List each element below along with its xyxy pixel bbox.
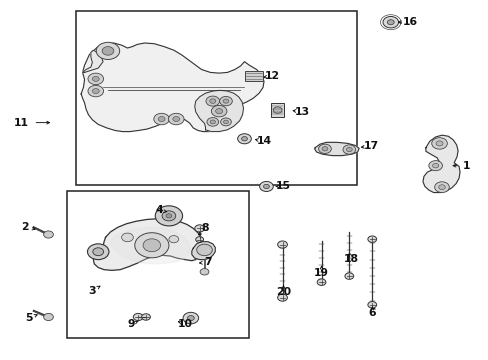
Circle shape [435,141,442,146]
Circle shape [428,161,442,171]
Polygon shape [82,50,103,72]
Text: 19: 19 [313,267,328,278]
Circle shape [155,206,182,226]
Circle shape [263,184,269,189]
Circle shape [342,145,355,154]
Text: 5: 5 [25,313,33,323]
Circle shape [88,85,103,97]
Text: 14: 14 [256,136,271,146]
Circle shape [367,302,376,308]
Text: 2: 2 [21,222,29,231]
Circle shape [142,314,150,320]
Circle shape [135,233,168,258]
Circle shape [92,89,99,94]
Circle shape [223,99,228,103]
Circle shape [237,134,251,144]
Circle shape [210,120,215,124]
Text: 10: 10 [177,319,192,329]
Text: 18: 18 [344,254,359,264]
Circle shape [434,182,448,193]
Circle shape [194,225,204,232]
Circle shape [200,269,208,275]
Polygon shape [314,142,358,156]
Circle shape [241,136,247,141]
Circle shape [382,17,398,28]
Circle shape [172,117,179,122]
Circle shape [162,211,175,221]
Circle shape [438,185,445,190]
Circle shape [220,118,231,126]
Polygon shape [194,90,243,132]
Text: 9: 9 [127,319,135,329]
Text: 1: 1 [462,161,469,171]
Text: 12: 12 [264,71,280,81]
Polygon shape [110,227,189,264]
Text: 7: 7 [203,257,211,267]
Circle shape [168,113,183,125]
Circle shape [195,237,203,242]
Circle shape [92,76,99,81]
Text: 4: 4 [155,206,163,216]
Circle shape [96,42,120,59]
Circle shape [211,105,226,117]
Circle shape [165,214,171,218]
Circle shape [322,147,327,151]
Circle shape [367,236,376,242]
Bar [270,103,284,117]
Polygon shape [93,219,203,270]
Circle shape [346,147,351,152]
Circle shape [259,181,273,192]
Circle shape [88,73,103,85]
Circle shape [344,273,353,279]
Circle shape [143,239,160,252]
Text: 15: 15 [275,181,290,192]
Circle shape [318,144,330,153]
Text: 16: 16 [402,17,417,27]
Circle shape [158,117,164,122]
Circle shape [183,312,198,324]
Circle shape [431,138,447,149]
Circle shape [133,314,143,320]
Text: 11: 11 [14,118,29,128]
Bar [76,12,356,185]
Circle shape [273,107,282,113]
Circle shape [219,96,232,106]
Circle shape [154,113,169,125]
Circle shape [93,248,103,256]
Bar [66,191,249,338]
Text: 3: 3 [88,286,96,296]
Circle shape [317,279,325,285]
Circle shape [87,244,109,260]
Polygon shape [81,43,264,132]
Polygon shape [422,135,459,193]
Polygon shape [191,242,215,260]
Circle shape [43,231,53,238]
Circle shape [187,316,194,320]
Circle shape [122,233,133,242]
Circle shape [386,20,393,25]
Text: 17: 17 [363,141,378,151]
Circle shape [196,244,212,256]
Text: 20: 20 [275,287,290,297]
Circle shape [43,314,53,320]
Circle shape [432,163,438,168]
Circle shape [223,120,228,124]
Circle shape [206,118,218,126]
Circle shape [277,241,287,248]
Text: 8: 8 [202,224,209,233]
Circle shape [102,46,114,55]
Text: 6: 6 [367,309,375,318]
Circle shape [168,235,178,243]
Circle shape [205,96,219,106]
Circle shape [277,294,287,301]
Bar [245,71,263,81]
Circle shape [209,99,215,103]
Text: 13: 13 [294,107,309,117]
Circle shape [215,109,222,114]
